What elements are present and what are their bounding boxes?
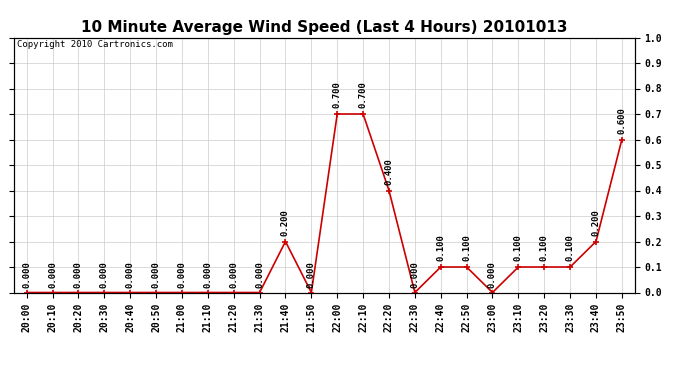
Text: 0.000: 0.000 (204, 261, 213, 288)
Text: 0.000: 0.000 (255, 261, 264, 288)
Text: 0.000: 0.000 (48, 261, 57, 288)
Text: 0.600: 0.600 (618, 107, 627, 134)
Text: 0.000: 0.000 (177, 261, 186, 288)
Text: 0.100: 0.100 (462, 235, 471, 261)
Title: 10 Minute Average Wind Speed (Last 4 Hours) 20101013: 10 Minute Average Wind Speed (Last 4 Hou… (81, 20, 568, 35)
Text: 0.200: 0.200 (591, 209, 600, 236)
Text: 0.000: 0.000 (411, 261, 420, 288)
Text: 0.000: 0.000 (229, 261, 238, 288)
Text: 0.000: 0.000 (126, 261, 135, 288)
Text: 0.200: 0.200 (281, 209, 290, 236)
Text: 0.000: 0.000 (307, 261, 316, 288)
Text: 0.000: 0.000 (22, 261, 31, 288)
Text: 0.100: 0.100 (436, 235, 445, 261)
Text: 0.000: 0.000 (152, 261, 161, 288)
Text: 0.100: 0.100 (566, 235, 575, 261)
Text: 0.400: 0.400 (384, 158, 393, 185)
Text: 0.000: 0.000 (488, 261, 497, 288)
Text: 0.700: 0.700 (359, 82, 368, 108)
Text: 0.700: 0.700 (333, 82, 342, 108)
Text: 0.100: 0.100 (540, 235, 549, 261)
Text: 0.000: 0.000 (74, 261, 83, 288)
Text: Copyright 2010 Cartronics.com: Copyright 2010 Cartronics.com (17, 40, 172, 49)
Text: 0.100: 0.100 (514, 235, 523, 261)
Text: 0.000: 0.000 (100, 261, 109, 288)
